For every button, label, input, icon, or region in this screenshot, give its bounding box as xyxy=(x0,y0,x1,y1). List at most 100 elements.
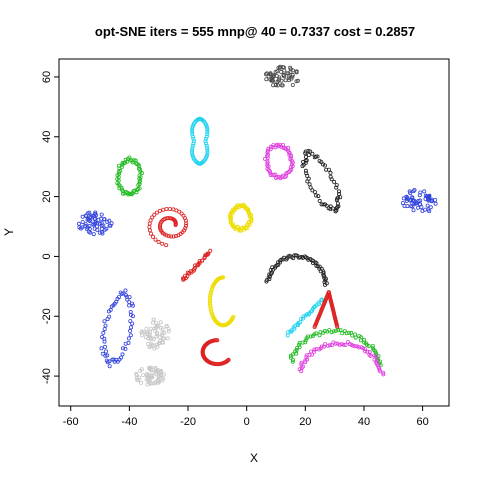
point xyxy=(407,189,412,194)
point xyxy=(126,340,131,345)
point xyxy=(166,326,171,331)
point xyxy=(117,163,122,168)
point xyxy=(150,234,155,239)
point xyxy=(330,206,335,211)
point xyxy=(148,326,153,331)
point xyxy=(268,72,273,77)
point xyxy=(316,194,321,199)
point xyxy=(134,371,139,376)
point xyxy=(331,329,336,334)
point xyxy=(433,201,438,206)
point xyxy=(160,378,165,383)
y-tick-label: 40 xyxy=(41,131,53,143)
point xyxy=(167,206,172,211)
point xyxy=(141,372,146,377)
point xyxy=(185,274,190,279)
point xyxy=(268,144,273,149)
point xyxy=(99,212,104,217)
point xyxy=(304,355,309,360)
cluster-yellow-top xyxy=(227,202,254,233)
point xyxy=(263,72,268,77)
point xyxy=(281,65,286,70)
x-tick-label: 40 xyxy=(358,416,370,428)
point xyxy=(197,260,202,265)
point xyxy=(312,189,317,194)
point xyxy=(287,76,292,81)
point xyxy=(335,201,340,206)
point xyxy=(205,148,210,153)
point xyxy=(416,198,421,203)
point xyxy=(418,190,423,195)
point xyxy=(275,83,280,88)
point xyxy=(362,346,367,351)
point xyxy=(161,336,166,341)
point xyxy=(126,336,131,341)
point xyxy=(92,226,97,231)
point xyxy=(273,172,278,177)
point xyxy=(164,323,169,328)
point xyxy=(305,357,310,362)
point xyxy=(324,167,329,172)
point xyxy=(400,201,405,206)
point xyxy=(226,357,231,362)
point xyxy=(232,207,237,212)
point xyxy=(317,333,322,338)
point xyxy=(136,166,141,171)
point xyxy=(306,152,311,157)
y-tick-label: 60 xyxy=(41,71,53,83)
point xyxy=(365,349,370,354)
point xyxy=(312,155,317,160)
y-tick-label: -20 xyxy=(41,308,53,324)
point xyxy=(318,269,323,274)
point xyxy=(190,124,195,129)
cluster-yellow-mid xyxy=(207,275,236,328)
point xyxy=(96,217,101,222)
point xyxy=(158,226,163,231)
cluster-magenta-arc xyxy=(297,340,386,377)
point xyxy=(101,330,106,335)
point xyxy=(267,272,272,277)
point xyxy=(127,300,132,305)
point xyxy=(307,182,312,187)
point xyxy=(277,75,282,80)
point xyxy=(156,239,161,244)
x-tick-label: 60 xyxy=(416,416,428,428)
point xyxy=(109,304,114,309)
point xyxy=(160,331,165,336)
point xyxy=(299,316,304,321)
point xyxy=(408,191,413,196)
point xyxy=(290,160,295,165)
point xyxy=(94,213,99,218)
point xyxy=(225,358,230,363)
point xyxy=(290,83,295,88)
point xyxy=(381,370,386,375)
point xyxy=(290,164,295,169)
point xyxy=(303,149,308,154)
point xyxy=(346,330,351,335)
point xyxy=(303,338,308,343)
point xyxy=(317,264,322,269)
point xyxy=(283,173,288,178)
point xyxy=(336,191,341,196)
point xyxy=(418,198,423,203)
cluster-cyan-lower xyxy=(285,297,324,338)
point xyxy=(208,248,213,253)
point xyxy=(161,376,166,381)
point xyxy=(286,78,291,83)
cluster-gray-top xyxy=(263,64,300,88)
point xyxy=(333,341,338,346)
point xyxy=(425,194,430,199)
point xyxy=(191,136,196,141)
point xyxy=(83,223,88,228)
point xyxy=(322,163,327,168)
point xyxy=(412,201,417,206)
point xyxy=(139,380,144,385)
point xyxy=(321,202,326,207)
point xyxy=(192,139,197,144)
point xyxy=(158,369,163,374)
point xyxy=(341,342,346,347)
point xyxy=(149,336,154,341)
point xyxy=(279,83,284,88)
point xyxy=(154,210,159,215)
cluster-blue-left xyxy=(76,210,114,237)
